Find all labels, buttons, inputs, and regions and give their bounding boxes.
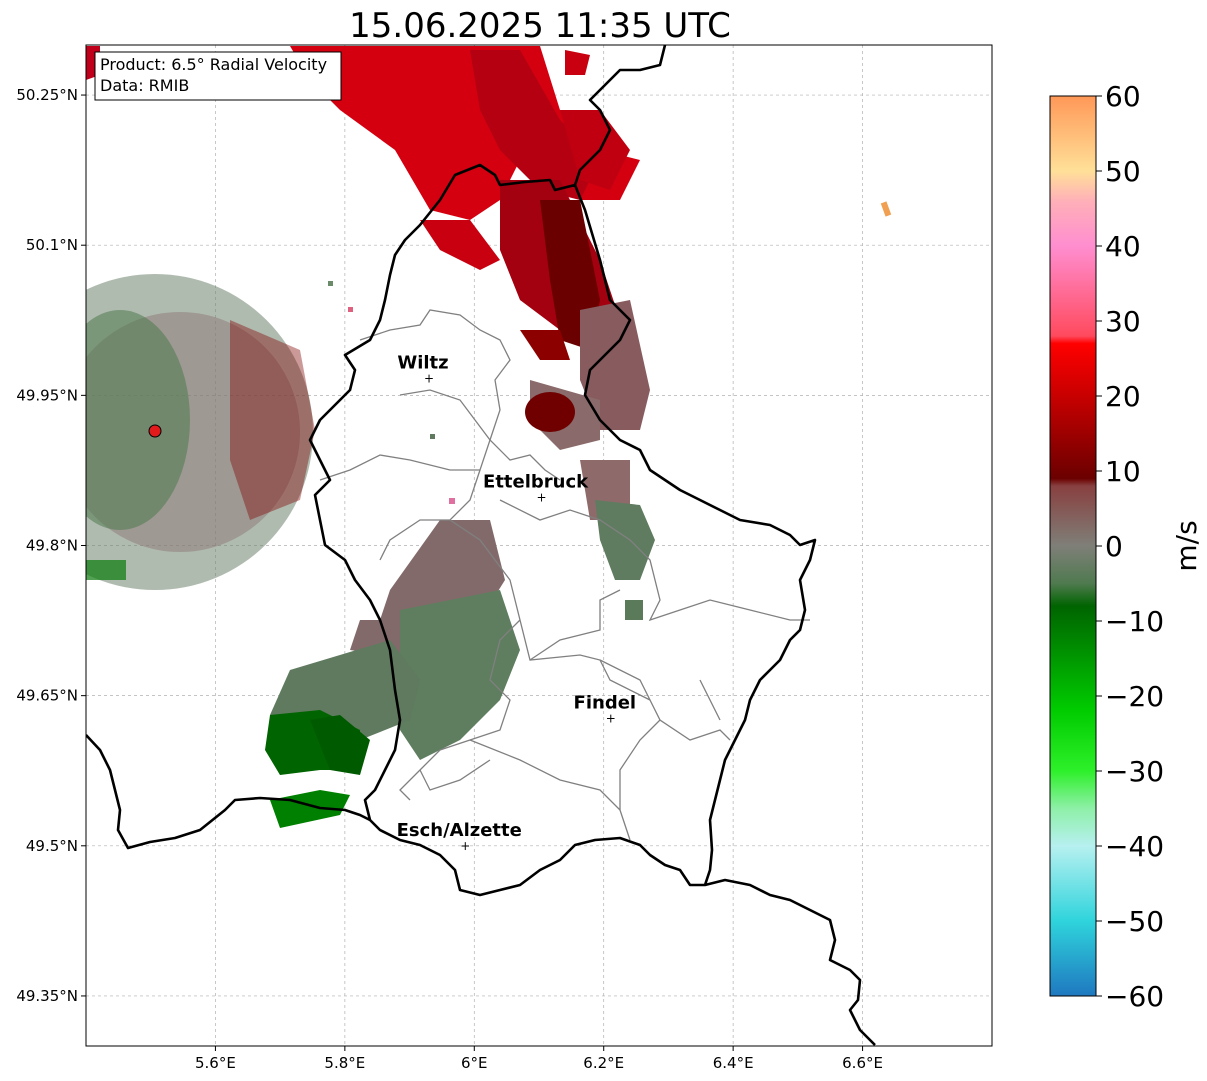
city-label: Findel <box>574 693 637 714</box>
latitude-ticks: 50.25°N 50.1°N 49.95°N 49.8°N 49.65°N 49.5°N 4… <box>16 86 86 1005</box>
city-labels: +Wiltz+Ettelbruck+Findel+Esch/Alzette <box>397 352 637 852</box>
echo-east-brown <box>580 300 650 430</box>
colorbar-tick-label: 20 <box>1105 380 1141 413</box>
radar-echoes <box>86 46 892 828</box>
colorbar-tick-label: −50 <box>1105 905 1164 938</box>
lon-tick-label: 5.6°E <box>195 1054 236 1072</box>
lon-tick-label: 6°E <box>461 1054 488 1072</box>
colorbar-tick-label: 50 <box>1105 155 1141 188</box>
radar-site-marker <box>148 424 162 438</box>
lat-tick-label: 49.8°N <box>26 537 78 555</box>
radar-near-field-red <box>230 320 315 520</box>
map-title: 15.06.2025 11:35 UTC <box>349 6 731 46</box>
city-marker: + <box>606 712 616 726</box>
colorbar-tick-label: −20 <box>1105 680 1164 713</box>
info-data-source: Data: RMIB <box>100 76 189 95</box>
city-marker: + <box>537 490 547 504</box>
lat-tick-label: 49.65°N <box>16 687 78 705</box>
lat-tick-label: 49.5°N <box>26 837 78 855</box>
colorbar-tick-label: −10 <box>1105 605 1164 638</box>
colorbar-tick-label: −40 <box>1105 830 1164 863</box>
lon-tick-label: 6.6°E <box>842 1054 883 1072</box>
colorbar-tick-label: 30 <box>1105 305 1141 338</box>
colorbar-tick-label: −30 <box>1105 755 1164 788</box>
city-marker: + <box>424 371 434 385</box>
lat-tick-label: 50.1°N <box>26 236 78 254</box>
colorbar-tick-label: 40 <box>1105 230 1141 263</box>
colorbar-tick-label: 60 <box>1105 80 1141 113</box>
info-product: Product: 6.5° Radial Velocity <box>100 55 327 74</box>
echo-southwest-green <box>400 590 520 760</box>
colorbar-tick-label: 0 <box>1105 530 1123 563</box>
canton-borders <box>319 309 810 841</box>
colorbar-tick-label: −60 <box>1105 980 1164 1013</box>
colorbar-gradient <box>1050 96 1096 996</box>
city-label: Wiltz <box>397 352 448 373</box>
lat-tick-label: 50.25°N <box>16 86 78 104</box>
national-borders <box>86 45 876 1046</box>
colorbar-ticks: 60 50 40 30 20 10 0 −10 −20 −30 −40 −50 −60 <box>1096 80 1164 1013</box>
lon-tick-label: 6.4°E <box>713 1054 754 1072</box>
city-label: Ettelbruck <box>483 471 589 492</box>
lat-tick-label: 49.95°N <box>16 386 78 404</box>
colorbar-label: m/s <box>1170 520 1203 571</box>
lon-tick-label: 5.8°E <box>324 1054 365 1072</box>
longitude-ticks: 5.6°E 5.8°E 6°E 6.2°E 6.4°E 6.6°E <box>195 1046 883 1072</box>
city-marker: + <box>460 839 470 853</box>
lat-tick-label: 49.35°N <box>16 987 78 1005</box>
colorbar-tick-label: 10 <box>1105 455 1141 488</box>
info-box: Product: 6.5° Radial Velocity Data: RMIB <box>94 51 342 101</box>
city-label: Esch/Alzette <box>397 820 522 841</box>
lon-tick-label: 6.2°E <box>583 1054 624 1072</box>
colorbar: 60 50 40 30 20 10 0 −10 −20 −30 −40 −50 −60 m/s <box>1049 80 1203 1013</box>
